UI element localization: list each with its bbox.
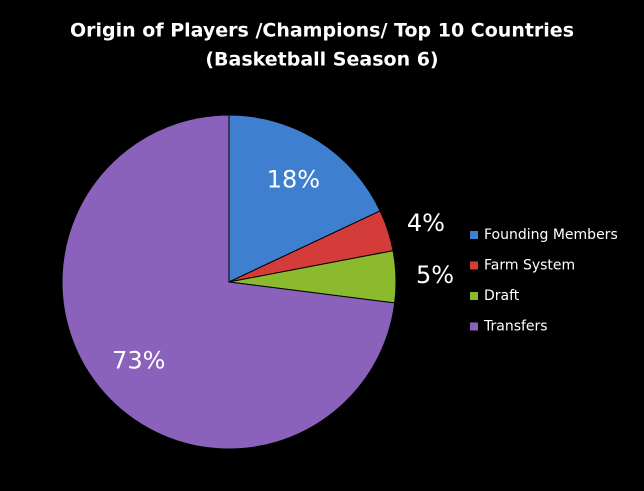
legend-swatch xyxy=(470,231,478,239)
data-label: 5% xyxy=(416,261,454,289)
legend-label: Transfers xyxy=(483,319,548,335)
legend-swatch xyxy=(470,292,478,300)
legend-label: Draft xyxy=(484,288,520,304)
legend-label: Founding Members xyxy=(484,227,618,243)
legend-swatch xyxy=(470,261,478,270)
legend-label: Farm System xyxy=(484,258,575,274)
pie-slice xyxy=(228,114,381,283)
chart-subtitle: (Basketball Season 6) xyxy=(205,49,438,71)
data-label: 73% xyxy=(112,347,165,375)
data-label: 4% xyxy=(407,209,445,237)
legend-swatch xyxy=(470,322,478,331)
pie-slice xyxy=(61,114,396,450)
data-label: 18% xyxy=(267,165,320,193)
chart-title: Origin of Players /Champions/ Top 10 Cou… xyxy=(70,20,574,42)
